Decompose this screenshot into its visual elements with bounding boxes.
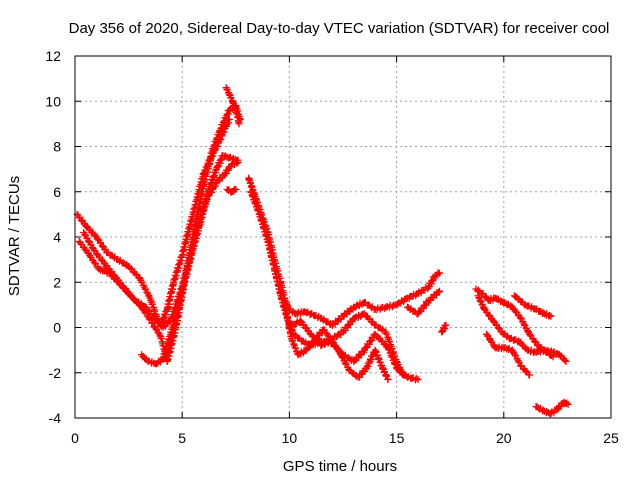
- series-markers: [245, 174, 443, 329]
- series-markers: [73, 115, 233, 329]
- series-track-o: [483, 330, 533, 379]
- series-markers: [80, 158, 242, 365]
- series-markers: [222, 84, 243, 128]
- grid-lines: [75, 56, 611, 418]
- series-track-k: [403, 287, 443, 318]
- data-points: [73, 84, 572, 418]
- y-tick-label: 2: [53, 274, 61, 290]
- series-track-f: [223, 185, 240, 196]
- series-track-j: [285, 310, 407, 379]
- x-tick-label: 0: [71, 430, 79, 446]
- y-axis-label: SDTVAR / TECUs: [6, 176, 23, 296]
- x-axis-label: GPS time / hours: [283, 458, 397, 475]
- series-track-c: [80, 158, 242, 365]
- x-tick-label: 5: [178, 430, 186, 446]
- series-track-g: [245, 174, 443, 329]
- chart-title: Day 356 of 2020, Sidereal Day-to-day VTE…: [69, 20, 610, 37]
- y-tick-label: 0: [53, 320, 61, 336]
- series-track-d: [138, 102, 244, 368]
- y-tick-label: 4: [53, 229, 61, 245]
- y-tick-label: 8: [53, 139, 61, 155]
- x-tick-labels: 0 5 10 15 20 25: [71, 430, 619, 446]
- y-tick-label: -2: [49, 365, 62, 381]
- y-tick-labels: -4 -2 0 2 4 6 8 10 12: [45, 48, 61, 426]
- axis-ticks: [74, 55, 612, 419]
- y-tick-label: 6: [53, 184, 61, 200]
- series-markers: [403, 287, 443, 318]
- series-markers: [138, 102, 244, 368]
- series-markers: [483, 330, 533, 379]
- series-markers: [285, 310, 407, 379]
- x-tick-label: 10: [282, 430, 298, 446]
- series-markers: [438, 321, 450, 336]
- x-tick-label: 20: [496, 430, 512, 446]
- series-track-p: [511, 292, 555, 320]
- series-markers: [223, 185, 240, 196]
- series-track-e: [222, 84, 243, 128]
- y-tick-label: 10: [45, 93, 61, 109]
- series-track-l: [438, 321, 450, 336]
- x-tick-label: 15: [389, 430, 405, 446]
- series-markers: [511, 292, 555, 320]
- series-markers: [474, 292, 570, 365]
- x-tick-label: 25: [603, 430, 619, 446]
- series-track-n: [474, 292, 570, 365]
- y-tick-label: -4: [49, 410, 62, 426]
- series-markers: [532, 398, 572, 418]
- series-track-q: [532, 398, 572, 418]
- series-track-a: [73, 115, 233, 329]
- y-tick-label: 12: [45, 48, 61, 64]
